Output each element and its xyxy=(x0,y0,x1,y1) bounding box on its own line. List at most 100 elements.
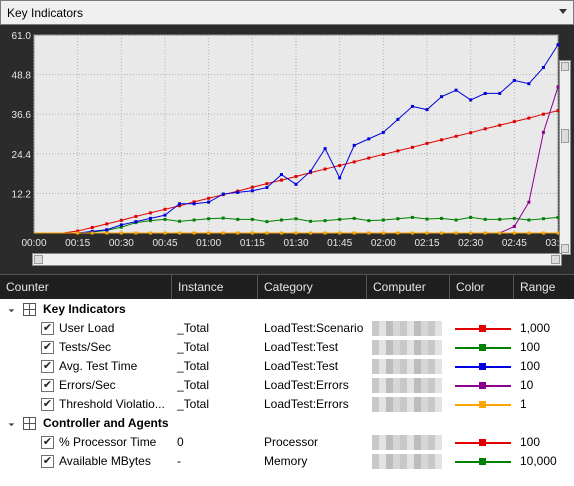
color-swatch[interactable] xyxy=(455,401,511,408)
color-swatch[interactable] xyxy=(455,458,511,465)
data-point xyxy=(148,219,152,223)
data-point xyxy=(541,130,545,134)
data-point xyxy=(425,141,429,145)
counter-set-value: Key Indicators xyxy=(7,6,84,20)
counter-row[interactable]: ✔ Available MBytes - Memory 10,000 xyxy=(0,452,574,471)
counter-checkbox[interactable]: ✔ xyxy=(41,455,54,468)
data-point xyxy=(556,215,560,219)
color-swatch[interactable] xyxy=(455,363,511,370)
data-point xyxy=(512,78,516,82)
data-point xyxy=(541,65,545,69)
data-point xyxy=(527,231,531,235)
color-swatch[interactable] xyxy=(455,439,511,446)
data-point xyxy=(250,231,254,235)
counter-name: % Processor Time xyxy=(59,435,157,449)
column-header-computer[interactable]: Computer xyxy=(367,275,450,299)
data-point xyxy=(309,231,313,235)
data-point xyxy=(338,231,342,235)
vertical-scrollbar[interactable] xyxy=(559,60,571,255)
data-point xyxy=(323,147,327,151)
expander-icon[interactable] xyxy=(5,303,15,313)
color-marker xyxy=(479,344,486,351)
data-point xyxy=(323,167,327,171)
counter-row[interactable]: ✔ Errors/Sec _Total LoadTest:Errors 10 xyxy=(0,376,574,395)
data-point xyxy=(105,222,109,226)
computer-name-redacted xyxy=(372,359,442,374)
data-point xyxy=(178,231,182,235)
column-header-category[interactable]: Category xyxy=(258,275,367,299)
color-swatch[interactable] xyxy=(455,325,511,332)
data-point xyxy=(148,211,152,215)
data-point xyxy=(440,95,444,99)
column-header-range[interactable]: Range xyxy=(520,280,556,294)
data-point xyxy=(410,145,414,149)
data-point xyxy=(483,127,487,131)
chevron-down-icon[interactable] xyxy=(559,9,567,14)
data-point xyxy=(483,231,487,235)
data-point xyxy=(148,216,152,220)
counter-row[interactable]: ✔ Tests/Sec _Total LoadTest:Test 100 xyxy=(0,338,574,357)
color-swatch[interactable] xyxy=(455,344,511,351)
computer-name-redacted xyxy=(372,321,442,336)
data-point xyxy=(105,228,109,232)
counter-checkbox[interactable]: ✔ xyxy=(41,322,54,335)
data-point xyxy=(309,169,313,173)
data-point xyxy=(556,85,560,89)
data-point xyxy=(134,220,138,224)
scroll-thumb[interactable] xyxy=(561,129,569,143)
data-point xyxy=(556,231,560,235)
x-tick-label: 03:00 xyxy=(545,238,570,249)
column-header-color[interactable]: Color xyxy=(450,275,514,299)
data-point xyxy=(367,231,371,235)
counter-checkbox[interactable]: ✔ xyxy=(41,398,54,411)
data-point xyxy=(498,123,502,127)
data-point xyxy=(119,223,123,227)
data-point xyxy=(105,231,109,235)
data-point xyxy=(352,143,356,147)
data-point xyxy=(163,207,167,211)
data-point xyxy=(265,186,269,190)
data-point xyxy=(396,149,400,153)
color-marker xyxy=(479,382,486,389)
group-row[interactable]: Controller and Agents xyxy=(0,414,574,433)
counter-category: LoadTest:Test xyxy=(264,359,339,373)
color-marker xyxy=(479,458,486,465)
horizontal-scrollbar[interactable] xyxy=(32,253,562,266)
data-point xyxy=(498,231,502,235)
graph-panel: 12.2 24.4 36.6 48.8 61.0 00:00 00:15 00:30 00:45… xyxy=(0,25,574,271)
data-point xyxy=(483,91,487,95)
counter-checkbox[interactable]: ✔ xyxy=(41,379,54,392)
counter-row[interactable]: ✔ User Load _Total LoadTest:Scenario 1,000 xyxy=(0,319,574,338)
counter-name: Available MBytes xyxy=(59,454,151,468)
counter-instance: _Total xyxy=(177,321,210,335)
scroll-left-button[interactable] xyxy=(34,255,43,264)
counter-checkbox[interactable]: ✔ xyxy=(41,341,54,354)
counter-instance: 0 xyxy=(177,435,184,449)
counter-checkbox[interactable]: ✔ xyxy=(41,360,54,373)
column-header-counter[interactable]: Counter xyxy=(0,275,172,299)
counter-instance: _Total xyxy=(177,359,210,373)
counter-row[interactable]: ✔ Avg. Test Time _Total LoadTest:Test 100 xyxy=(0,357,574,376)
scroll-up-button[interactable] xyxy=(561,62,569,71)
color-swatch[interactable] xyxy=(455,382,511,389)
data-point xyxy=(148,231,152,235)
data-point xyxy=(192,218,196,222)
data-point xyxy=(440,231,444,235)
group-title: Controller and Agents xyxy=(43,416,169,430)
scroll-down-button[interactable] xyxy=(561,244,569,253)
expander-icon[interactable] xyxy=(5,417,15,427)
data-point xyxy=(279,231,283,235)
data-point xyxy=(207,217,211,221)
counter-range: 1,000 xyxy=(520,321,551,335)
counter-row[interactable]: ✔ % Processor Time 0 Processor 100 xyxy=(0,433,574,452)
x-tick-label: 02:15 xyxy=(414,238,439,249)
data-point xyxy=(541,231,545,235)
column-header-instance[interactable]: Instance xyxy=(172,275,258,299)
group-row[interactable]: Key Indicators xyxy=(0,300,574,319)
data-point xyxy=(541,217,545,221)
counter-checkbox[interactable]: ✔ xyxy=(41,436,54,449)
counter-set-dropdown[interactable]: Key Indicators xyxy=(0,0,574,25)
scroll-right-button[interactable] xyxy=(551,255,560,264)
data-point xyxy=(236,190,240,194)
counter-row[interactable]: ✔ Threshold Violatio... _Total LoadTest:Err… xyxy=(0,395,574,414)
